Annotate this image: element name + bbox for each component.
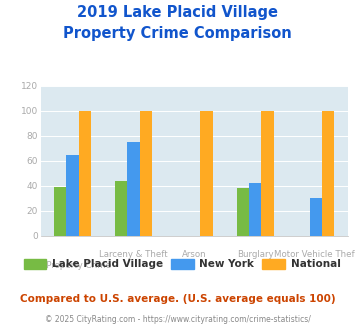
- Bar: [322, 111, 334, 236]
- Text: © 2025 CityRating.com - https://www.cityrating.com/crime-statistics/: © 2025 CityRating.com - https://www.city…: [45, 315, 310, 324]
- Bar: [310, 198, 322, 236]
- Text: Compared to U.S. average. (U.S. average equals 100): Compared to U.S. average. (U.S. average …: [20, 294, 335, 304]
- Text: Motor Vehicle Theft: Motor Vehicle Theft: [274, 250, 355, 259]
- Bar: [261, 111, 274, 236]
- Text: Arson: Arson: [182, 250, 207, 259]
- Bar: [115, 181, 127, 236]
- Bar: [249, 183, 261, 236]
- Text: Property Crime Comparison: Property Crime Comparison: [63, 26, 292, 41]
- Text: Burglary: Burglary: [237, 250, 274, 259]
- Text: Larceny & Theft: Larceny & Theft: [99, 250, 168, 259]
- Bar: [78, 111, 91, 236]
- Bar: [201, 111, 213, 236]
- Legend: Lake Placid Village, New York, National: Lake Placid Village, New York, National: [20, 255, 345, 274]
- Bar: [140, 111, 152, 236]
- Bar: [127, 142, 140, 236]
- Bar: [237, 188, 249, 236]
- Bar: [54, 187, 66, 236]
- Text: 2019 Lake Placid Village: 2019 Lake Placid Village: [77, 5, 278, 20]
- Bar: [66, 155, 78, 236]
- Text: All Property Crime: All Property Crime: [33, 261, 111, 270]
